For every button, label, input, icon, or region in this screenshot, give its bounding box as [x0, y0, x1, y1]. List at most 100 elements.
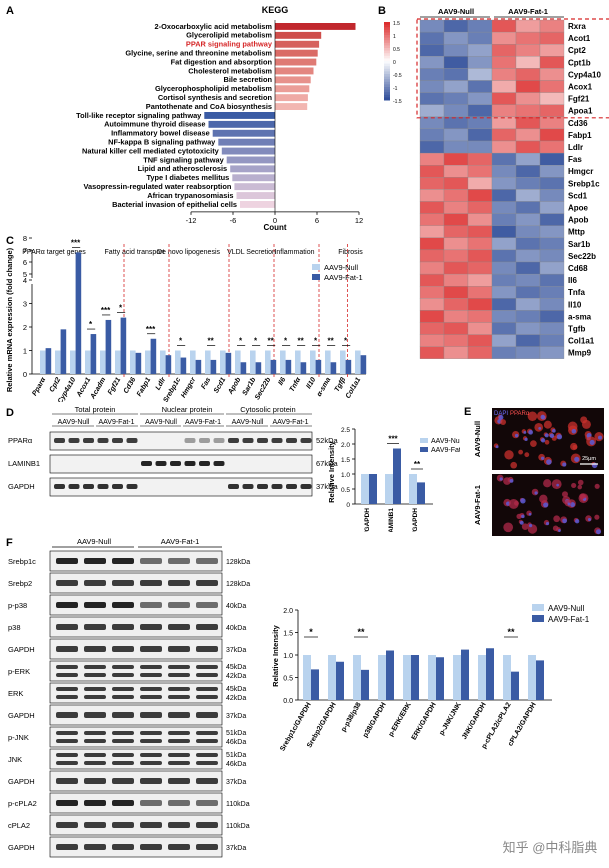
blot-f-band	[84, 673, 106, 677]
blot-f-membrane	[49, 572, 223, 594]
heatmap-cell	[491, 80, 517, 93]
kegg-category-label: Glycerolipid metabolism	[186, 31, 272, 40]
heatmap-cell	[467, 165, 493, 178]
heatmap-cell	[539, 322, 565, 335]
heatmap-scale-cell	[384, 37, 390, 41]
heatmap-cell	[539, 116, 565, 130]
heatmap-cell	[443, 116, 469, 130]
heatmap-gene-label: Mmp9	[568, 349, 592, 358]
quant-f-y-tick-label: 2.0	[283, 608, 293, 615]
blot-f-kda-label-2: 46kDa	[226, 739, 246, 746]
if-cell-ppar	[571, 482, 577, 489]
heatmap-cell	[443, 44, 469, 57]
quant-f-x-tick-label: p-ERK/ERK	[388, 702, 413, 739]
quant-f-significance: **	[507, 627, 515, 637]
blot-f-band	[84, 731, 106, 735]
heatmap-cell	[539, 237, 565, 251]
kegg-bar	[275, 85, 310, 93]
heatmap-cell	[419, 322, 445, 335]
blot-f-band	[56, 624, 78, 630]
blot-f-membrane	[49, 836, 223, 858]
quant-f-bar-null	[428, 655, 436, 700]
heatmap-gene-label: a-sma	[568, 312, 592, 321]
blot-f-row-label: ERK	[8, 689, 23, 698]
heatmap-cell	[419, 116, 445, 130]
heatmap-scale-label: -1.5	[393, 99, 402, 105]
quant-f-bar-fat1	[486, 648, 494, 700]
heatmap-cell	[467, 334, 493, 347]
blot-f-band	[196, 695, 218, 699]
kegg-chart: A KEGG Count 2-Oxocarboxylic acid metabo…	[6, 5, 363, 232]
heatmap-scale-label: 0	[393, 60, 396, 66]
heatmap-scale-cell	[384, 74, 390, 78]
heatmap-scale-cell	[384, 84, 390, 88]
heatmap-cell	[491, 177, 517, 190]
heatmap-gene-label: Il10	[568, 300, 582, 309]
quant-d-y-tick-label: 1.5	[341, 457, 350, 464]
quant-d-legend-swatch-fat1	[420, 447, 428, 452]
mrna-bar-null	[115, 350, 121, 374]
heatmap-cell	[467, 322, 493, 335]
blot-f-band	[196, 624, 218, 630]
kegg-bar	[234, 183, 275, 191]
kegg-bar	[208, 120, 275, 128]
heatmap-scale-cell	[384, 48, 390, 52]
heatmap-gene-label: Fas	[568, 155, 582, 164]
kegg-bar	[275, 76, 311, 84]
heatmap-cell	[443, 322, 469, 335]
heatmap-cell	[491, 140, 517, 154]
heatmap-cell	[467, 213, 493, 226]
heatmap-cell	[419, 31, 445, 45]
mrna-x-tick-label: Tgfβ	[334, 376, 348, 393]
blot-f-band	[56, 822, 78, 828]
mrna-bar-null	[220, 350, 226, 374]
blot-f-row-label: p-cPLA2	[8, 799, 37, 808]
blot-f-membrane	[49, 682, 223, 704]
quant-f-bar-null	[503, 655, 511, 700]
blot-f-band	[112, 731, 134, 735]
blot-f-band	[168, 731, 190, 735]
heatmap-cell	[515, 92, 541, 105]
blot-f-band	[168, 665, 190, 669]
blot-f-kda-label: 37kDa	[226, 845, 246, 852]
heatmap-cell	[491, 346, 517, 359]
quant-f-x-tick-label: p-JNK/JNK	[438, 702, 462, 737]
heatmap-gene-label: Mttp	[568, 228, 585, 237]
blot-d-band	[184, 461, 196, 466]
heatmap-gene-label: Sar1b	[568, 240, 590, 249]
blot-f-membrane	[49, 660, 223, 682]
kegg-bar	[221, 147, 275, 155]
heatmap-cell	[443, 298, 469, 311]
if-cell-ppar	[527, 411, 538, 422]
blot-d-band	[54, 484, 65, 489]
quant-f-x-tick-label: ERK/GAPDH	[411, 702, 438, 742]
blot-d-group-null: AAV9-Null	[145, 419, 177, 426]
quant-f-bar-fat1	[361, 669, 369, 700]
kegg-category-label: Type I diabetes mellitus	[146, 173, 229, 182]
quant-f-y-tick-label: 0.0	[283, 698, 293, 705]
if-nucleus-dapi	[562, 518, 567, 524]
heatmap-cell	[467, 128, 493, 142]
blot-f-kda-label: 37kDa	[226, 647, 246, 654]
heatmap-scale-cell	[384, 94, 390, 98]
blot-d-band	[68, 438, 80, 443]
blot-f-band	[196, 646, 218, 652]
quant-f-bar-null	[403, 655, 411, 700]
quant-d-legend-null: AAV9-Null	[431, 438, 460, 445]
quant-f-bar-fat1	[386, 650, 394, 700]
heatmap-cell	[539, 140, 565, 154]
panel-label-e: E	[464, 406, 471, 418]
if-nucleus-dapi	[595, 529, 602, 535]
heatmap-cell	[491, 322, 517, 335]
if-cell-ppar	[543, 479, 552, 488]
kegg-category-label: Glycine, serine and threonine metabolism	[125, 49, 272, 58]
quant-d-y-tick-label: 2.5	[341, 427, 350, 434]
blot-f-band	[112, 624, 134, 630]
mrna-bar-fat1	[105, 319, 112, 374]
kegg-bar	[212, 129, 275, 137]
heatmap-cell	[419, 165, 445, 178]
if-cell-ppar	[518, 449, 524, 455]
if-cell-ppar	[553, 515, 561, 523]
blot-f-membrane	[49, 726, 223, 748]
blot-f-kda-label: 37kDa	[226, 713, 246, 720]
